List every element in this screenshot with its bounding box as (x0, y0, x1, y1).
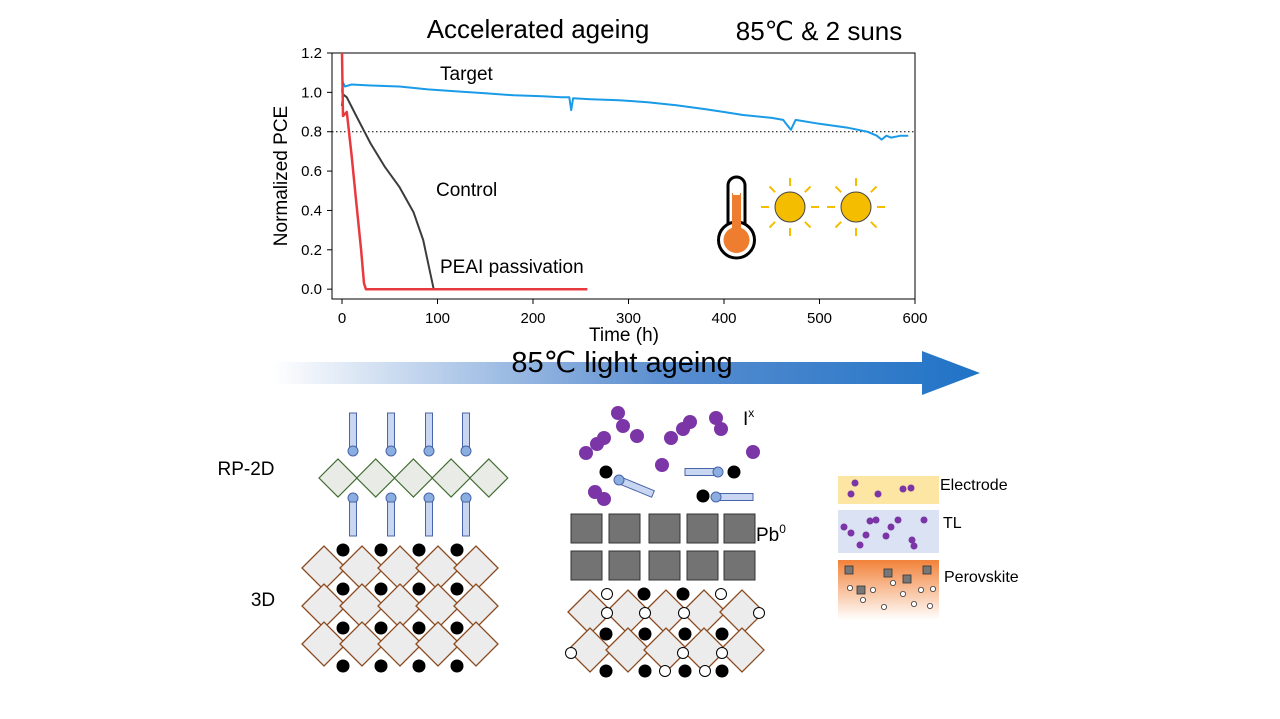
ageing-arrow (272, 351, 980, 395)
pce-chart: 0.0 0.2 0.4 0.6 0.8 1.0 1.2 0 100 200 300 400 500 60… (271, 45, 928, 346)
y-tick-label: 0.6 (301, 163, 322, 180)
arrow-label: 85℃ light ageing (511, 347, 732, 379)
x-axis-label: Time (h) (589, 325, 659, 346)
x-tick-label: 100 (425, 310, 450, 327)
bulk3d-label: 3D (251, 590, 275, 611)
iodine-label: Ix (743, 406, 754, 430)
series-control-line (341, 93, 435, 290)
rp2d-structure (318, 412, 509, 537)
x-tick-label: 0 (338, 310, 346, 327)
series-peai-line (340, 53, 588, 291)
perovskite-label: Perovskite (944, 569, 1019, 586)
figure-title: Accelerated ageing (427, 14, 650, 44)
electrode-label: Electrode (940, 477, 1008, 494)
lead-label: Pb0 (756, 522, 786, 546)
tl-label: TL (943, 515, 962, 532)
x-tick-label: 500 (807, 310, 832, 327)
series-label-peai: PEAI passivation (440, 257, 584, 278)
condition-label: 85℃ & 2 suns (736, 16, 903, 46)
y-axis-label: Normalized PCE (271, 106, 292, 246)
x-tick-label: 300 (616, 310, 641, 327)
y-tick-label: 0.4 (301, 202, 322, 219)
y-tick-label: 1.0 (301, 84, 322, 101)
y-tick-label: 1.2 (301, 45, 322, 62)
x-tick-label: 200 (520, 310, 545, 327)
series-label-target: Target (440, 64, 494, 85)
x-tick-label: 600 (902, 310, 927, 327)
device-stack: Electrode TL Perovskite (838, 476, 1019, 620)
degraded-structure (565, 406, 765, 678)
y-tick-label: 0.8 (301, 124, 322, 141)
plot-area (331, 52, 916, 300)
sun-icon (761, 178, 819, 236)
series-label-control: Control (436, 180, 497, 201)
rp2d-label: RP-2D (217, 459, 274, 480)
perovskite-3d-lattice (301, 543, 499, 673)
sun-icon (827, 178, 885, 236)
y-tick-label: 0.2 (301, 242, 322, 259)
series-target-line (341, 81, 909, 141)
y-tick-label: 0.0 (301, 281, 322, 298)
x-tick-label: 400 (711, 310, 736, 327)
thermometer-icon (717, 175, 756, 260)
